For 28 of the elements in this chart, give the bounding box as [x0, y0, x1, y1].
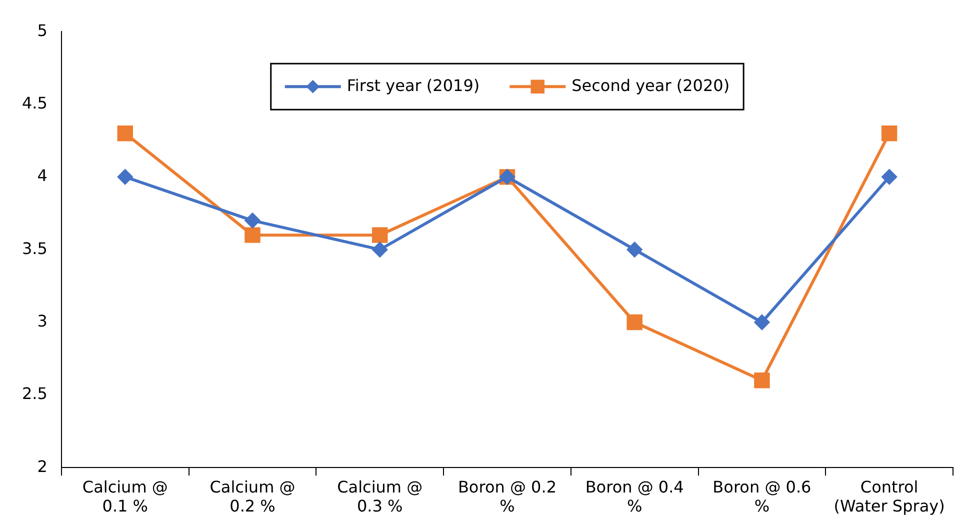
y-tick-label: 5 — [37, 20, 48, 40]
y-tick-label: 4.5 — [22, 93, 48, 112]
y-tick-label: 3.5 — [22, 238, 48, 258]
point — [881, 125, 898, 142]
x-tick-label: Calcium @ 0.1 % — [82, 477, 168, 516]
point — [754, 372, 770, 388]
y-tick-label: 2 — [37, 456, 48, 476]
point — [626, 314, 642, 330]
point — [627, 242, 642, 258]
y-tick-label: 4 — [37, 166, 48, 186]
x-tick-label: Calcium @ 0.2 % — [210, 477, 296, 516]
point — [882, 169, 897, 184]
point — [372, 227, 388, 243]
point — [117, 125, 133, 142]
point — [244, 213, 260, 228]
point — [754, 314, 770, 330]
x-tick-label: Calcium @ 0.3 % — [337, 477, 423, 516]
x-tick-label: Control (Water Spray) — [834, 477, 945, 516]
y-tick-label: 3 — [37, 311, 48, 330]
legend-label: Second year (2020) — [572, 76, 730, 95]
x-tick-label: Boron @ 0.4 % — [585, 477, 684, 516]
y-tick-label: 2.5 — [22, 384, 48, 404]
x-tick-label: Boron @ 0.2 % — [458, 477, 556, 516]
point — [244, 227, 260, 243]
point — [118, 169, 133, 184]
x-tick-label: Boron @ 0.6 % — [712, 477, 812, 516]
point — [372, 242, 388, 258]
legend-label: First year (2019) — [346, 76, 480, 95]
